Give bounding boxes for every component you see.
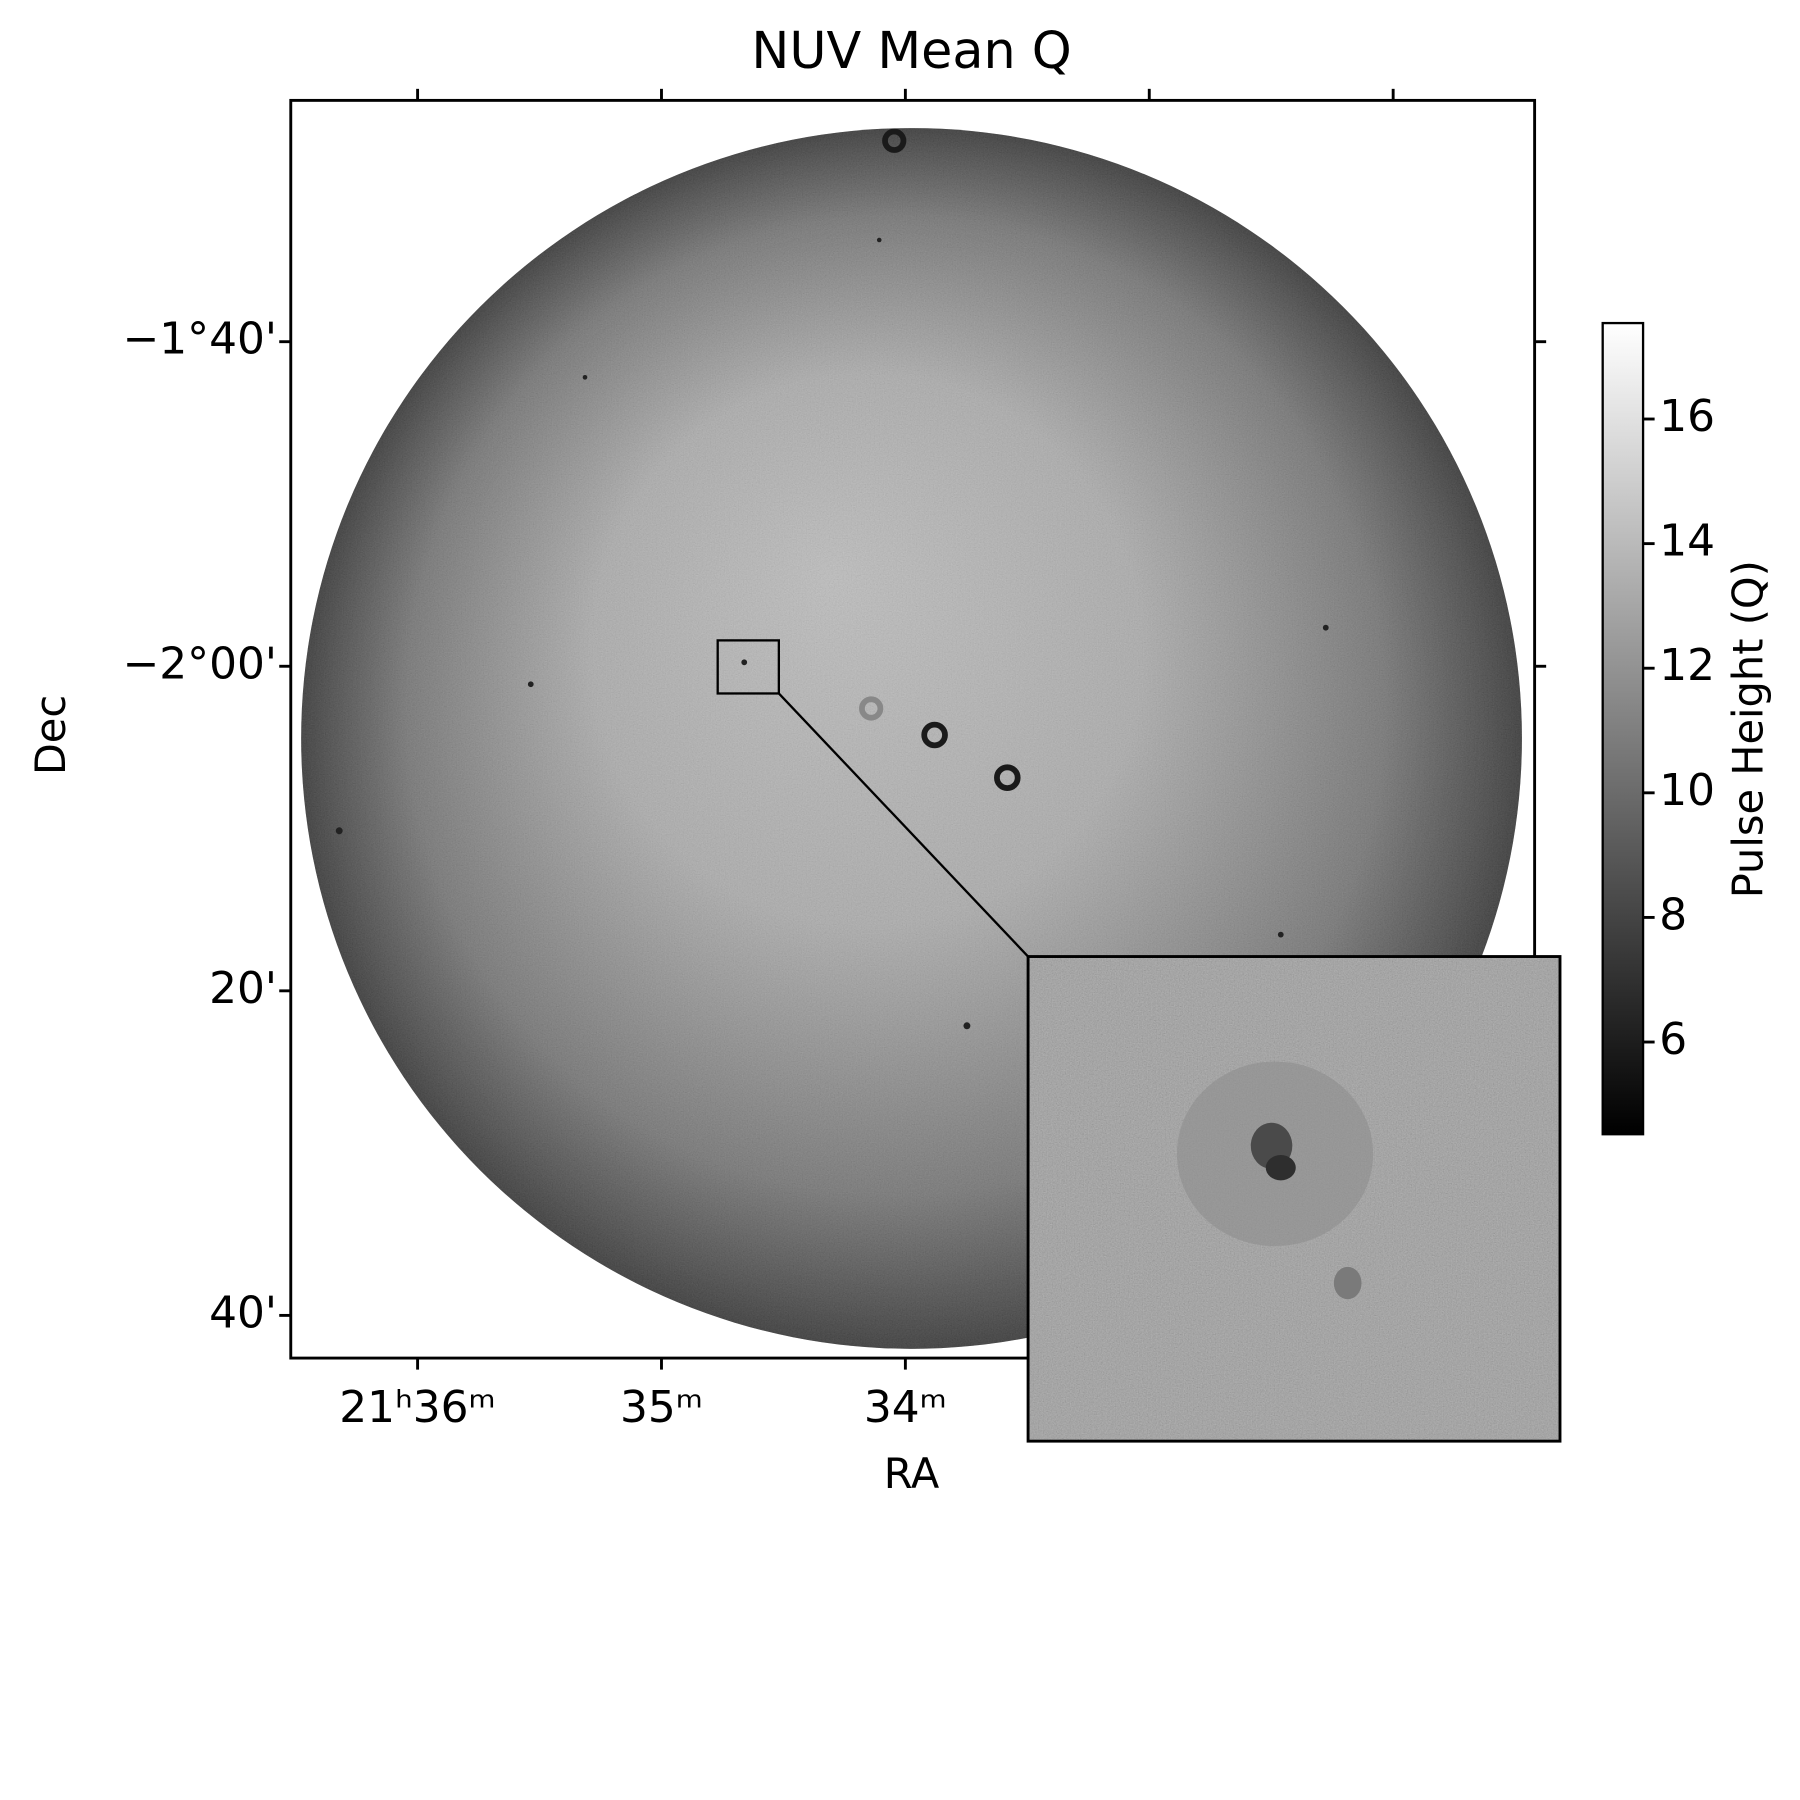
colorbar-scale [1601,321,1645,1136]
colorbar-tick-label: 12 [1659,640,1715,691]
colorbar-tick-label: 10 [1659,765,1715,816]
y-axis-label: Dec [26,695,75,775]
zoom-connector [778,692,1029,958]
y-tick-label: −1°40' [123,314,277,365]
colorbar-tick-label: 6 [1659,1014,1687,1065]
colorbar-tick-label: 8 [1659,889,1687,940]
chart-title: NUV Mean Q [751,21,1071,80]
zoom-inset [716,639,1562,1443]
x-axis-label: RA [884,1449,940,1498]
colorbar-tick-label: 14 [1659,516,1715,567]
inset-faint-spot [1333,1266,1362,1300]
axes-frame [289,98,1537,1360]
x-tick-label: 21ʰ36ᵐ [339,1382,496,1433]
y-tick-label: 40' [209,1287,277,1338]
colorbar: Pulse Height (Q) 6 8 10 12 14 16 [1601,321,1773,1136]
y-tick-label: 20' [209,963,277,1014]
inset-spot-core [1265,1155,1296,1181]
y-tick-label: −2°00' [123,638,277,689]
colorbar-tick-label: 16 [1659,391,1715,442]
hotspots [859,128,1021,791]
colorbar-label: Pulse Height (Q) [1724,560,1773,898]
inset-frame [1026,955,1562,1443]
x-tick-label: 35ᵐ [620,1382,703,1433]
zoom-region [716,639,780,695]
x-tick-label: 34ᵐ [864,1382,947,1433]
spots [335,237,1329,1030]
